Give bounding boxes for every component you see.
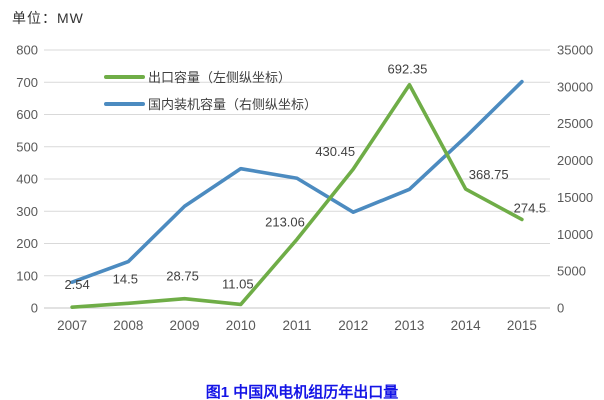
- installed-line-swatch: [104, 101, 145, 106]
- data-label: 14.5: [113, 271, 138, 286]
- data-label: 213.06: [265, 214, 305, 229]
- export-data-labels: 2.54 14.5 28.75 11.05 213.06 430.45 692.35 368.…: [64, 62, 546, 292]
- left-axis-tick: 400: [16, 172, 38, 187]
- left-axis-tick: 500: [16, 139, 38, 154]
- legend-item-installed: 国内装机容量（右侧纵坐标）: [104, 93, 317, 114]
- left-axis-tick: 800: [16, 43, 38, 58]
- x-axis-tick: 2007: [57, 318, 87, 333]
- data-label: 692.35: [388, 62, 428, 77]
- legend: 出口容量（左侧纵坐标） 国内装机容量（右侧纵坐标）: [104, 66, 317, 120]
- unit-label: 单位：MW: [12, 10, 84, 26]
- left-axis-tick: 300: [16, 204, 38, 219]
- x-axis-ticks: 2007 2008 2009 2010 2011 2012 2013 2014 2015: [57, 318, 537, 333]
- left-axis-tick: 200: [16, 236, 38, 251]
- x-axis-tick: 2014: [451, 318, 482, 333]
- left-axis-tick: 700: [16, 75, 38, 90]
- data-label: 2.54: [64, 277, 89, 292]
- data-label: 274.5: [514, 200, 547, 215]
- data-label: 368.75: [469, 167, 509, 182]
- left-axis-tick: 0: [31, 301, 38, 316]
- export-capacity-line: [70, 82, 524, 309]
- data-label: 430.45: [315, 144, 355, 159]
- right-axis-tick: 10000: [557, 227, 593, 242]
- right-axis-tick: 30000: [557, 79, 593, 94]
- data-label: 28.75: [166, 269, 199, 284]
- x-axis-tick: 2013: [394, 318, 424, 333]
- chart-canvas: 0 100 200 300 400 500 600 700 800 0 5000 10000 15000…: [16, 43, 593, 334]
- x-axis-tick: 2010: [226, 318, 256, 333]
- right-axis-tick: 25000: [557, 116, 593, 131]
- right-axis-tick: 20000: [557, 153, 593, 168]
- left-axis-tick: 600: [16, 107, 38, 122]
- data-label: 11.05: [222, 276, 254, 291]
- legend-label-installed: 国内装机容量（右侧纵坐标）: [148, 97, 318, 112]
- figure-caption: 图1 中国风电机组历年出口量: [205, 384, 399, 400]
- x-axis-tick: 2008: [113, 318, 143, 333]
- legend-label-export: 出口容量（左侧纵坐标）: [148, 70, 292, 85]
- left-axis-tick: 100: [16, 268, 38, 283]
- right-axis-tick: 35000: [557, 43, 593, 58]
- right-axis-tick: 15000: [557, 190, 593, 205]
- gridlines: 0 100 200 300 400 500 600 700 800: [16, 43, 550, 316]
- legend-item-export: 出口容量（左侧纵坐标）: [104, 66, 317, 87]
- x-axis-tick: 2011: [282, 318, 311, 333]
- x-axis-tick: 2009: [170, 318, 200, 333]
- right-axis-tick: 0: [557, 301, 564, 316]
- right-axis-tick: 5000: [557, 264, 586, 279]
- x-axis-tick: 2012: [338, 318, 368, 333]
- export-line-swatch: [104, 74, 145, 79]
- right-axis-ticks: 0 5000 10000 15000 20000 25000 30000 35000: [557, 43, 593, 316]
- x-axis-tick: 2015: [507, 318, 537, 333]
